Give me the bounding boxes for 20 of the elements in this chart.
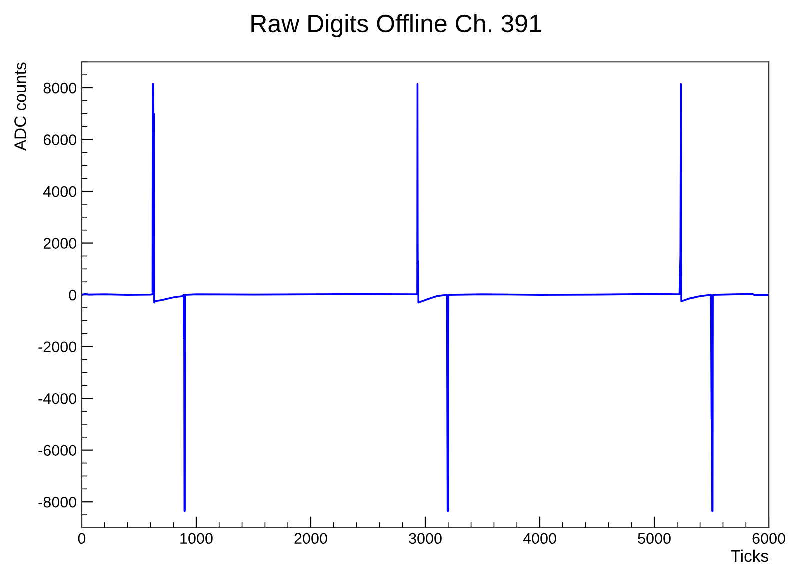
y-tick-label: 6000 (44, 134, 77, 146)
x-tick-label: 0 (78, 533, 86, 544)
y-tick-label: -2000 (38, 342, 77, 353)
x-tick-label: 3000 (409, 533, 442, 544)
x-tick-label: 2000 (294, 533, 328, 544)
x-tick-label: 6000 (752, 533, 786, 544)
y-tick-label: 2000 (44, 238, 77, 249)
y-tick-label: 0 (69, 290, 77, 301)
y-tick-label: -6000 (38, 445, 77, 456)
y-tick-label: 4000 (43, 186, 77, 198)
line-series (82, 83, 770, 512)
y-tick-label: -8000 (38, 496, 77, 508)
y-axis-title: ADC counts (14, 62, 26, 152)
y-tick-label: -4000 (38, 393, 77, 404)
x-tick-label: 4000 (523, 533, 556, 544)
x-axis-title: Ticks (731, 550, 768, 562)
x-tick-label: 5000 (638, 533, 671, 544)
chart-title: Raw Digits Offline Ch. 391 (252, 14, 542, 38)
y-tick-label: 8000 (44, 82, 77, 94)
x-tick-label: 1000 (180, 533, 213, 544)
